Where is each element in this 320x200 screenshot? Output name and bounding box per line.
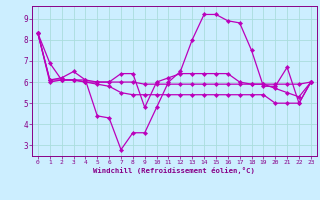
X-axis label: Windchill (Refroidissement éolien,°C): Windchill (Refroidissement éolien,°C) [93, 167, 255, 174]
